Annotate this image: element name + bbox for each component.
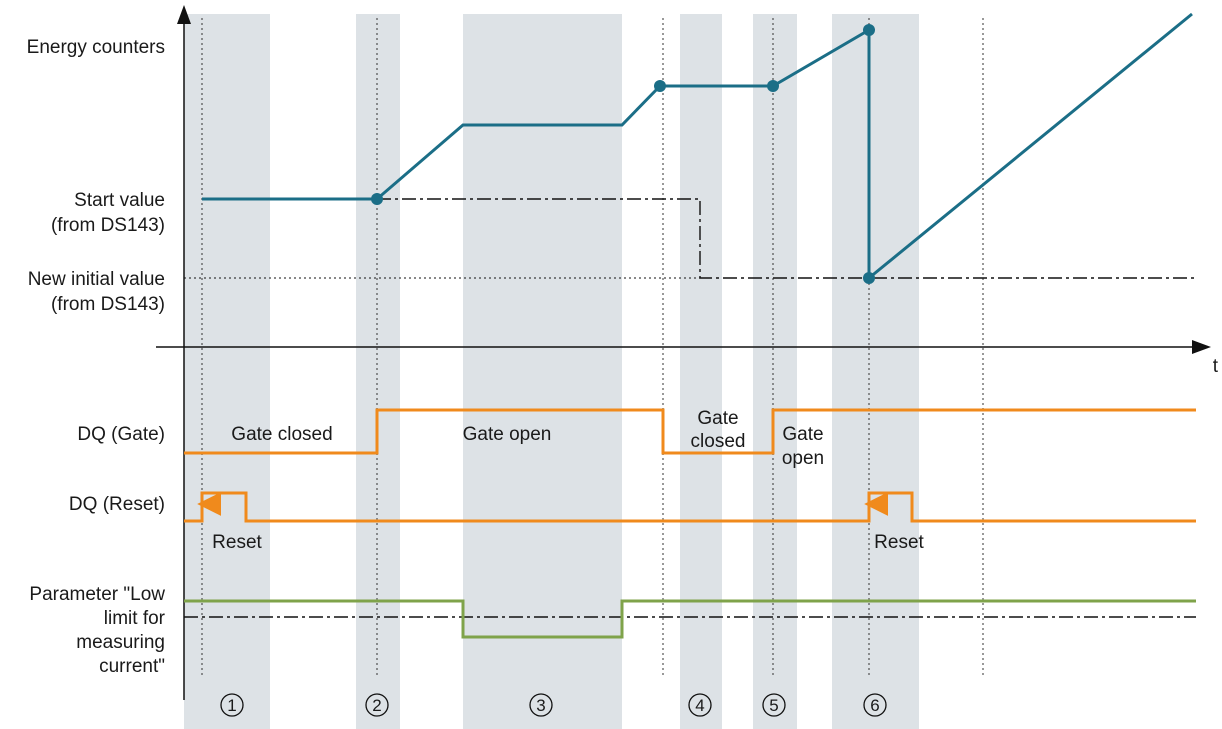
phase-bands: [184, 14, 919, 729]
phase-band-3: [463, 14, 622, 729]
new-initial-value-label: New initial value: [28, 269, 165, 290]
counter-point: [371, 193, 383, 205]
reference-lines: [184, 198, 1196, 618]
gate-closed-annotation-short-2: closed: [691, 431, 746, 452]
phase-band-5: [753, 14, 797, 729]
start-value-source-label: (from DS143): [51, 215, 165, 236]
phase-number: 1: [227, 696, 236, 715]
phase-number: 2: [372, 696, 381, 715]
annotations: Gate closed Gate open Gate closed Gate o…: [212, 408, 924, 553]
low-limit-parameter-signal: [184, 599, 1196, 639]
phase-number: 3: [536, 696, 545, 715]
parameter-label-line-1: Parameter "Low: [29, 584, 165, 605]
gate-open-annotation-short-1: Gate: [782, 424, 823, 445]
phase-marker-6: 6: [863, 693, 887, 717]
gate-open-annotation: Gate open: [463, 424, 552, 445]
phase-marker-5: 5: [762, 693, 786, 717]
gate-open-annotation-short-2: open: [782, 448, 824, 469]
phase-marker-3: 3: [529, 693, 553, 717]
dq-reset-signal: [184, 491, 1196, 523]
phase-markers: 1 2 3 4 5 6: [220, 693, 887, 717]
parameter-label-line-4: current": [99, 656, 165, 677]
counter-point: [767, 80, 779, 92]
phase-band-2: [356, 14, 400, 729]
parameter-label-line-3: measuring: [76, 632, 165, 653]
start-value-label: Start value: [74, 190, 165, 211]
dq-reset-label: DQ (Reset): [69, 494, 165, 515]
phase-number: 5: [769, 696, 778, 715]
phase-marker-4: 4: [688, 693, 712, 717]
counter-point: [863, 272, 875, 284]
phase-band-4: [680, 14, 722, 729]
reset-annotation: Reset: [212, 532, 262, 553]
axes: [156, 5, 1211, 700]
reset-annotation: Reset: [874, 532, 924, 553]
phase-band-6: [832, 14, 919, 729]
left-labels: Energy counters Start value (from DS143)…: [27, 37, 1219, 677]
y-axis-arrowhead: [177, 5, 191, 24]
phase-band-1: [184, 14, 270, 729]
counter-point: [654, 80, 666, 92]
phase-number: 6: [870, 696, 879, 715]
dq-gate-label: DQ (Gate): [77, 424, 165, 445]
parameter-label-line-2: limit for: [104, 608, 166, 629]
phase-marker-2: 2: [365, 693, 389, 717]
x-axis-arrowhead: [1192, 340, 1211, 354]
dq-gate-signal: [184, 408, 1196, 455]
start-value-reference: [377, 198, 1196, 279]
energy-counters-label: Energy counters: [27, 37, 165, 58]
gate-closed-annotation: Gate closed: [231, 424, 332, 445]
new-initial-value-source-label: (from DS143): [51, 294, 165, 315]
energy-counter-curve: [202, 12, 1193, 284]
gate-closed-annotation-short-1: Gate: [697, 408, 738, 429]
time-axis-label: t: [1213, 356, 1219, 377]
counter-point: [863, 24, 875, 36]
phase-number: 4: [695, 696, 704, 715]
phase-marker-1: 1: [220, 693, 244, 717]
